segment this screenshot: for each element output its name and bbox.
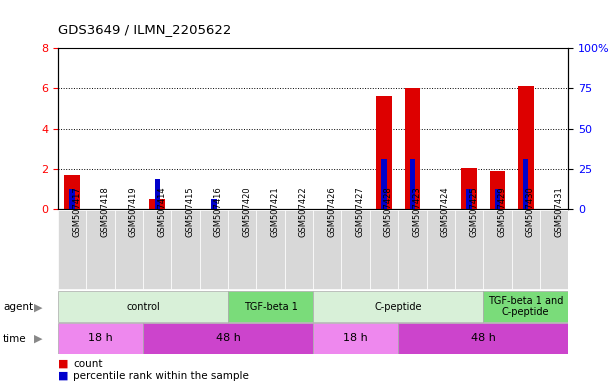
- Bar: [489, 171, 505, 209]
- Text: GSM507422: GSM507422: [299, 186, 308, 237]
- FancyBboxPatch shape: [398, 323, 568, 354]
- FancyBboxPatch shape: [58, 210, 86, 289]
- Bar: [376, 96, 392, 209]
- Text: 48 h: 48 h: [470, 333, 496, 344]
- Text: percentile rank within the sample: percentile rank within the sample: [73, 371, 249, 381]
- FancyBboxPatch shape: [342, 210, 370, 289]
- FancyBboxPatch shape: [143, 210, 172, 289]
- Bar: [466, 189, 472, 209]
- FancyBboxPatch shape: [228, 291, 313, 322]
- Text: GSM507425: GSM507425: [469, 186, 478, 237]
- Text: 18 h: 18 h: [88, 333, 113, 344]
- Text: ▶: ▶: [34, 302, 43, 312]
- Bar: [211, 199, 217, 209]
- FancyBboxPatch shape: [143, 323, 313, 354]
- FancyBboxPatch shape: [228, 210, 257, 289]
- Text: GDS3649 / ILMN_2205622: GDS3649 / ILMN_2205622: [58, 23, 232, 36]
- Text: GSM507415: GSM507415: [186, 186, 194, 237]
- Text: GSM507426: GSM507426: [327, 186, 336, 237]
- FancyBboxPatch shape: [58, 291, 228, 322]
- Bar: [155, 179, 160, 209]
- Text: GSM507417: GSM507417: [72, 186, 81, 237]
- Text: GSM507414: GSM507414: [157, 186, 166, 237]
- Text: C-peptide: C-peptide: [375, 301, 422, 312]
- Text: ■: ■: [58, 371, 68, 381]
- Bar: [523, 159, 529, 209]
- FancyBboxPatch shape: [455, 210, 483, 289]
- Text: GSM507428: GSM507428: [384, 186, 393, 237]
- Text: TGF-beta 1 and
C-peptide: TGF-beta 1 and C-peptide: [488, 296, 563, 318]
- FancyBboxPatch shape: [540, 210, 568, 289]
- Bar: [381, 159, 387, 209]
- Text: GSM507431: GSM507431: [554, 186, 563, 237]
- FancyBboxPatch shape: [285, 210, 313, 289]
- Text: GSM507418: GSM507418: [101, 186, 109, 237]
- FancyBboxPatch shape: [115, 210, 143, 289]
- Text: ▶: ▶: [34, 334, 43, 344]
- Text: GSM507419: GSM507419: [129, 186, 138, 237]
- Text: TGF-beta 1: TGF-beta 1: [244, 301, 298, 312]
- Bar: [409, 159, 415, 209]
- Text: GSM507421: GSM507421: [271, 186, 280, 237]
- Text: agent: agent: [3, 302, 33, 312]
- Text: count: count: [73, 359, 103, 369]
- FancyBboxPatch shape: [313, 323, 398, 354]
- Text: time: time: [3, 334, 27, 344]
- FancyBboxPatch shape: [313, 291, 483, 322]
- Text: GSM507424: GSM507424: [441, 186, 450, 237]
- FancyBboxPatch shape: [511, 210, 540, 289]
- FancyBboxPatch shape: [58, 323, 143, 354]
- Bar: [70, 189, 75, 209]
- FancyBboxPatch shape: [200, 210, 228, 289]
- Text: GSM507429: GSM507429: [497, 186, 507, 237]
- Text: GSM507423: GSM507423: [412, 186, 422, 237]
- Bar: [150, 199, 165, 209]
- Bar: [518, 86, 533, 209]
- Text: ■: ■: [58, 359, 68, 369]
- FancyBboxPatch shape: [257, 210, 285, 289]
- FancyBboxPatch shape: [398, 210, 426, 289]
- FancyBboxPatch shape: [483, 210, 511, 289]
- FancyBboxPatch shape: [426, 210, 455, 289]
- Text: 48 h: 48 h: [216, 333, 241, 344]
- Bar: [64, 175, 80, 209]
- Text: GSM507427: GSM507427: [356, 186, 365, 237]
- Bar: [404, 88, 420, 209]
- FancyBboxPatch shape: [172, 210, 200, 289]
- FancyBboxPatch shape: [483, 291, 568, 322]
- Bar: [461, 168, 477, 209]
- Text: GSM507416: GSM507416: [214, 186, 223, 237]
- FancyBboxPatch shape: [86, 210, 115, 289]
- Text: GSM507430: GSM507430: [525, 186, 535, 237]
- Text: 18 h: 18 h: [343, 333, 368, 344]
- Text: GSM507420: GSM507420: [243, 186, 251, 237]
- Text: control: control: [126, 301, 160, 312]
- Bar: [495, 189, 500, 209]
- FancyBboxPatch shape: [313, 210, 342, 289]
- FancyBboxPatch shape: [370, 210, 398, 289]
